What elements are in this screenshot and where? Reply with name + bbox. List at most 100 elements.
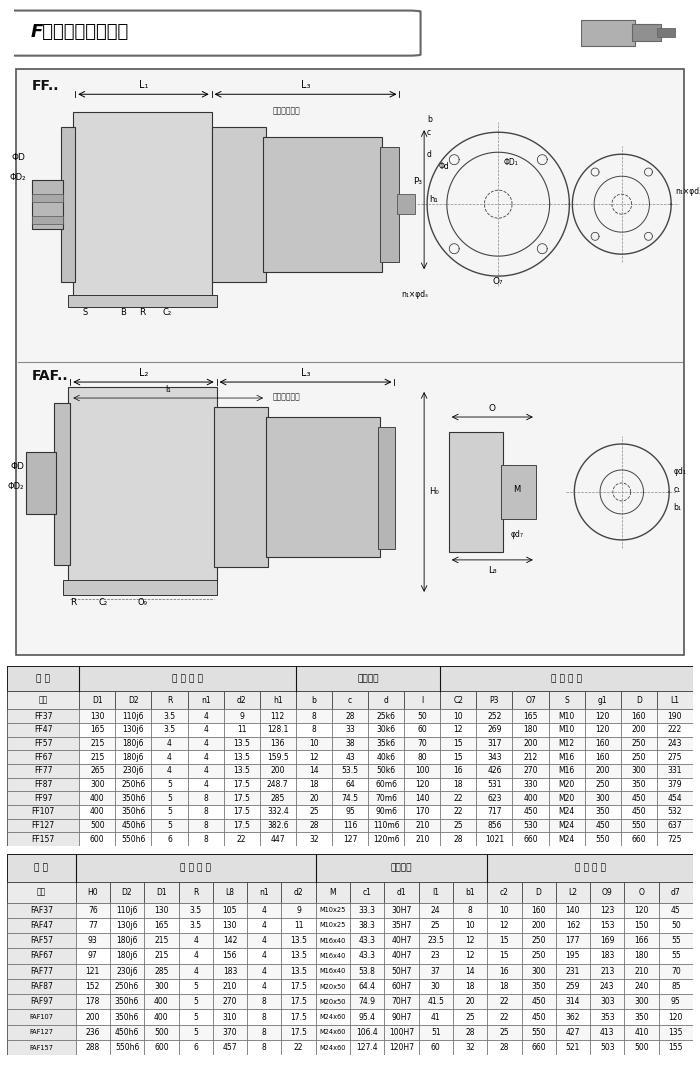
Bar <box>281 1040 316 1055</box>
Text: D1: D1 <box>156 888 167 896</box>
Text: 195: 195 <box>566 952 580 960</box>
Text: 270: 270 <box>524 767 538 775</box>
Text: M10: M10 <box>559 725 575 735</box>
Text: 9: 9 <box>239 711 244 721</box>
Text: 660: 660 <box>531 1043 546 1052</box>
Bar <box>296 832 332 846</box>
Text: 25: 25 <box>454 821 463 830</box>
Bar <box>223 709 260 723</box>
Text: 116: 116 <box>343 821 357 830</box>
Text: 12: 12 <box>466 952 475 960</box>
Text: 43.3: 43.3 <box>358 952 376 960</box>
Text: 236: 236 <box>85 1027 100 1037</box>
Text: B: B <box>120 308 125 317</box>
Text: 331: 331 <box>668 767 682 775</box>
Text: 160: 160 <box>531 906 546 914</box>
Text: 152: 152 <box>85 981 100 991</box>
Bar <box>657 818 693 832</box>
Text: 250: 250 <box>631 753 646 761</box>
Bar <box>281 979 316 994</box>
Bar <box>556 963 590 979</box>
Bar <box>477 764 512 778</box>
Text: 8: 8 <box>312 711 316 721</box>
Text: 4: 4 <box>193 967 198 976</box>
Bar <box>76 854 316 881</box>
Bar <box>64 580 216 595</box>
Text: M10: M10 <box>559 711 575 721</box>
Bar <box>247 994 281 1009</box>
Text: R: R <box>193 888 198 896</box>
Text: 447: 447 <box>270 834 285 844</box>
Text: FF77: FF77 <box>34 767 52 775</box>
Bar <box>332 778 368 791</box>
Bar <box>213 917 247 933</box>
Text: 10: 10 <box>309 739 318 748</box>
Bar <box>7 666 79 691</box>
Text: FAF157: FAF157 <box>29 1045 53 1051</box>
Bar <box>590 963 624 979</box>
Text: C₂: C₂ <box>99 598 108 607</box>
Bar <box>522 1040 556 1055</box>
Bar <box>247 1040 281 1055</box>
Text: 22: 22 <box>237 834 246 844</box>
Bar <box>296 778 332 791</box>
Bar <box>213 902 247 917</box>
Text: F系列外形安装尺寸: F系列外形安装尺寸 <box>31 23 129 41</box>
Text: 33.3: 33.3 <box>358 906 376 914</box>
Bar <box>584 818 621 832</box>
Bar <box>440 666 693 691</box>
Bar <box>7 764 79 778</box>
Text: 53.5: 53.5 <box>342 767 358 775</box>
Text: M10x25: M10x25 <box>320 907 346 913</box>
Text: 12: 12 <box>466 937 475 945</box>
Bar <box>110 917 144 933</box>
Bar <box>260 737 296 751</box>
Text: 8: 8 <box>262 1043 267 1052</box>
Bar <box>350 948 384 963</box>
Text: 285: 285 <box>154 967 169 976</box>
Bar <box>384 1024 419 1040</box>
Bar <box>151 832 188 846</box>
Bar <box>657 691 693 709</box>
Bar <box>223 805 260 818</box>
Text: 53.8: 53.8 <box>358 967 376 976</box>
Bar <box>110 1009 144 1024</box>
Bar <box>556 1040 590 1055</box>
Text: d: d <box>427 151 432 159</box>
Text: 安 装 尺 寸: 安 装 尺 寸 <box>172 674 203 684</box>
Bar <box>76 1024 110 1040</box>
Bar <box>332 723 368 737</box>
Bar <box>624 1040 659 1055</box>
Bar <box>247 1009 281 1024</box>
Text: M20x50: M20x50 <box>320 999 346 1005</box>
Bar <box>590 933 624 948</box>
Text: 177: 177 <box>566 937 580 945</box>
Bar <box>7 737 79 751</box>
Text: 160: 160 <box>596 753 610 761</box>
Text: H₀: H₀ <box>429 487 439 497</box>
Text: M24x60: M24x60 <box>320 1030 346 1035</box>
Text: 15: 15 <box>454 739 463 748</box>
Bar <box>657 723 693 737</box>
Text: 见电机参数表: 见电机参数表 <box>273 392 301 400</box>
Bar <box>178 1009 213 1024</box>
Bar <box>549 778 584 791</box>
Text: 5: 5 <box>193 1012 198 1021</box>
Bar <box>440 818 477 832</box>
Text: 13.5: 13.5 <box>233 753 250 761</box>
Bar <box>223 737 260 751</box>
Bar <box>487 933 522 948</box>
Bar <box>213 1040 247 1055</box>
Bar <box>419 933 453 948</box>
Text: M20x50: M20x50 <box>320 984 346 990</box>
Bar <box>7 832 79 846</box>
Bar <box>7 948 76 963</box>
Text: FAF107: FAF107 <box>29 1014 53 1020</box>
Text: 310: 310 <box>223 1012 237 1021</box>
Bar <box>26 452 55 514</box>
Bar <box>188 791 223 805</box>
Text: 350h6: 350h6 <box>121 794 146 803</box>
Bar <box>332 751 368 764</box>
Bar <box>188 818 223 832</box>
Bar <box>512 691 549 709</box>
